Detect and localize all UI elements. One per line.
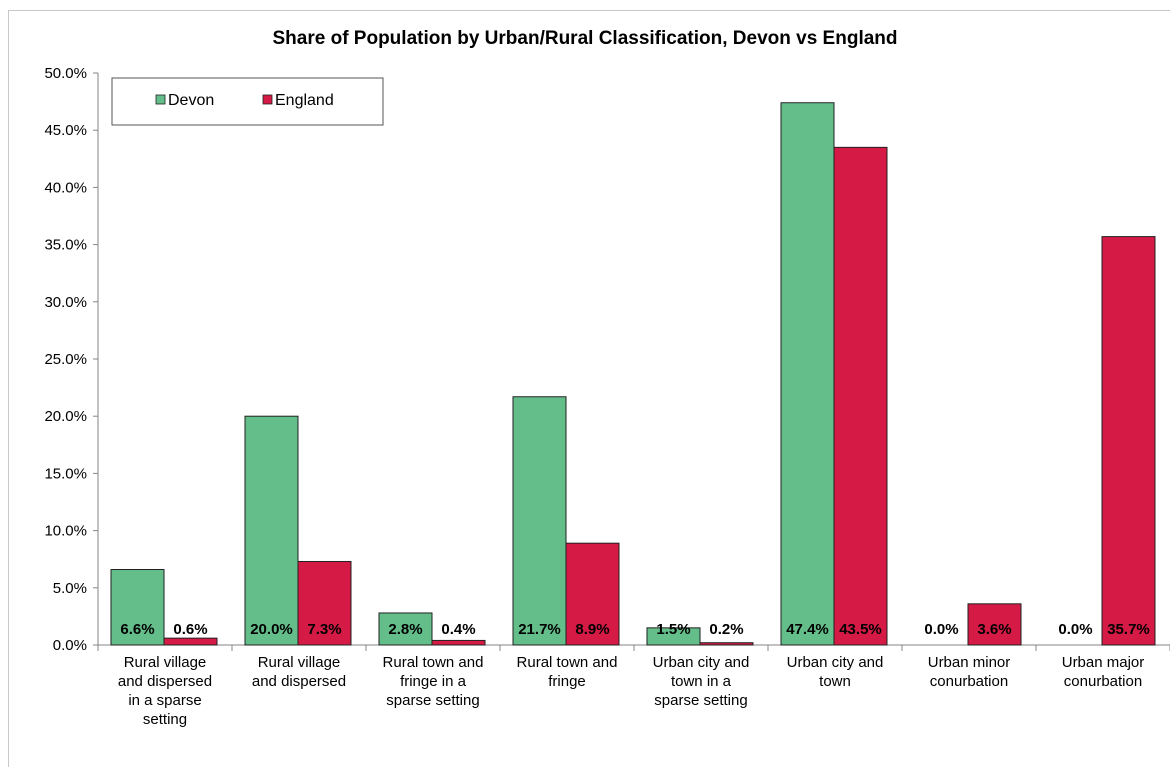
bars <box>110 102 1156 646</box>
x-category-label: Rural town and <box>517 654 618 671</box>
y-tick-label: 15.0% <box>44 465 87 482</box>
data-label: 0.0% <box>924 621 958 638</box>
chart-frame <box>8 10 1170 767</box>
legend-swatch-england <box>262 94 273 105</box>
bar-devon <box>780 102 835 646</box>
x-category-label: setting <box>143 711 187 728</box>
data-label: 47.4% <box>786 621 829 638</box>
bar-devon <box>244 415 299 646</box>
data-labels: 6.6% 0.6% 20.0% 7.3% 2.8% 0.4% 21.7% 8.9% 1.5% 0.… <box>120 621 1149 638</box>
bar-england <box>967 603 1022 646</box>
x-category-label: town in a <box>671 673 732 690</box>
bar-england <box>1101 236 1156 646</box>
data-label: 20.0% <box>250 621 293 638</box>
y-tick-label: 25.0% <box>44 351 87 368</box>
bar-england <box>699 642 754 646</box>
data-label: 7.3% <box>307 621 341 638</box>
bar-england <box>431 639 486 646</box>
data-label: 8.9% <box>575 621 609 638</box>
bar-devon <box>378 612 433 646</box>
category-labels: Rural village and dispersed in a sparse set… <box>118 654 1144 728</box>
legend-label-england: England <box>275 92 334 109</box>
y-tick-label: 5.0% <box>53 580 87 597</box>
x-category-label: Urban city and <box>653 654 750 671</box>
x-category-label: conurbation <box>1064 673 1142 690</box>
y-tick-label: 10.0% <box>44 523 87 540</box>
legend-box <box>111 77 384 126</box>
data-label: 3.6% <box>977 621 1011 638</box>
x-category-label: Urban major <box>1062 654 1145 671</box>
data-label: 2.8% <box>388 621 422 638</box>
x-category-label: town <box>819 673 851 690</box>
x-category-label: Rural village <box>124 654 207 671</box>
legend: Devon England <box>111 77 384 126</box>
bar-devon <box>646 627 701 646</box>
x-category-label: Urban minor <box>928 654 1011 671</box>
data-label: 6.6% <box>120 621 154 638</box>
data-label: 1.5% <box>656 621 690 638</box>
x-category-label: Urban city and <box>787 654 884 671</box>
x-category-label: and dispersed <box>252 673 346 690</box>
data-label: 43.5% <box>839 621 882 638</box>
chart-title: Share of Population by Urban/Rural Class… <box>272 28 898 49</box>
axes: 0.0% 5.0% 10.0% 15.0% 20.0% 25.0% 30.0% 35.0% 40… <box>44 65 1170 654</box>
data-label: 0.6% <box>173 621 207 638</box>
bar-devon <box>512 396 567 646</box>
data-label: 0.0% <box>1058 621 1092 638</box>
x-category-label: and dispersed <box>118 673 212 690</box>
x-category-label: sparse setting <box>654 692 747 709</box>
x-category-label: fringe in a <box>400 673 467 690</box>
data-label: 0.2% <box>709 621 743 638</box>
y-tick-label: 20.0% <box>44 408 87 425</box>
bar-england <box>163 637 218 646</box>
bar-england <box>565 542 620 646</box>
y-tick-label: 45.0% <box>44 122 87 139</box>
x-category-label: in a sparse <box>128 692 201 709</box>
y-tick-label: 50.0% <box>44 65 87 82</box>
x-category-label: Rural village <box>258 654 341 671</box>
data-label: 21.7% <box>518 621 561 638</box>
y-tick-label: 35.0% <box>44 237 87 254</box>
data-label: 35.7% <box>1107 621 1150 638</box>
x-category-label: conurbation <box>930 673 1008 690</box>
legend-label-devon: Devon <box>168 92 214 109</box>
x-category-label: fringe <box>548 673 586 690</box>
y-tick-label: 30.0% <box>44 294 87 311</box>
x-category-label: Rural town and <box>383 654 484 671</box>
data-label: 0.4% <box>441 621 475 638</box>
y-tick-label: 40.0% <box>44 179 87 196</box>
bar-devon <box>110 568 165 646</box>
y-tick-label: 0.0% <box>53 637 87 654</box>
legend-swatch-devon <box>155 94 166 105</box>
bar-england <box>833 146 888 646</box>
x-category-label: sparse setting <box>386 692 479 709</box>
bar-england <box>297 560 352 646</box>
